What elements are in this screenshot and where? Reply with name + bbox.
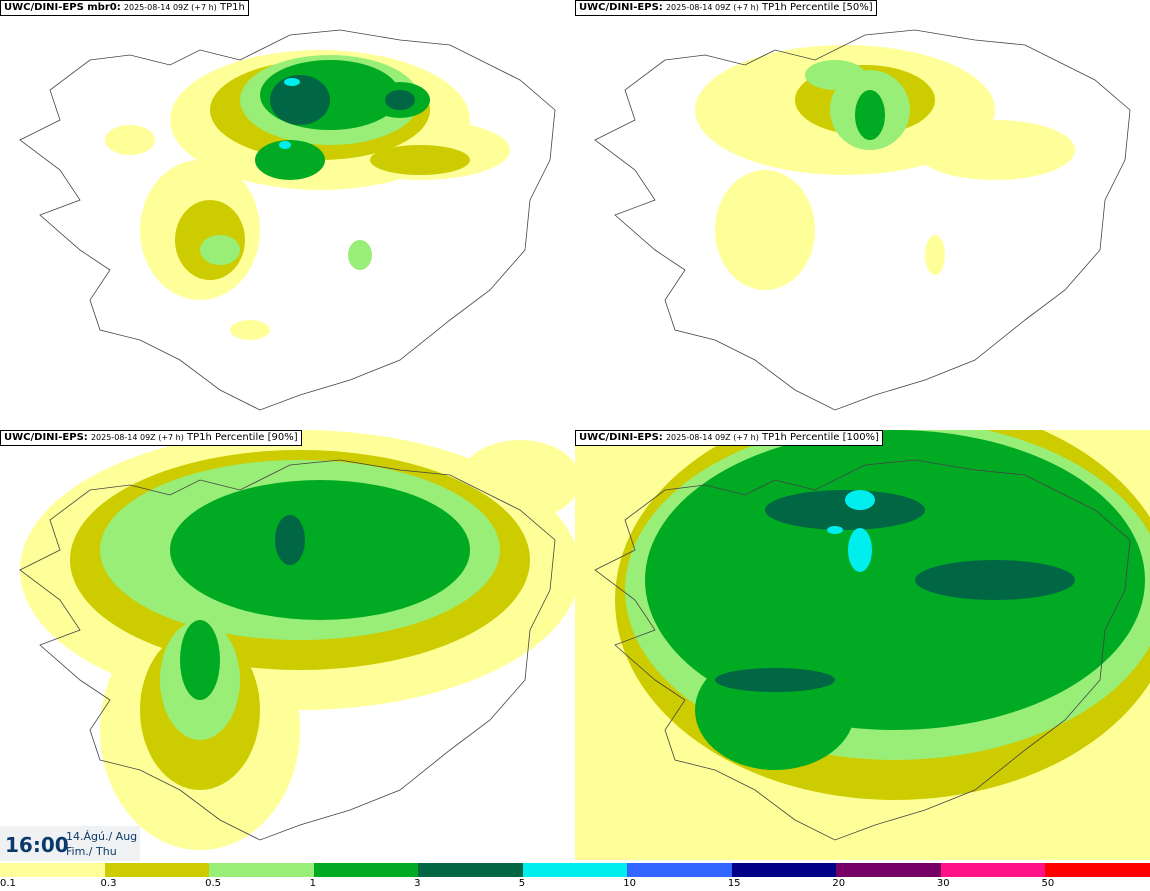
precip-legend: 0.1 0.3 0.5 1 3 5 10 15 20 30 50 — [0, 861, 1150, 891]
panel-title: UWC/DINI-EPS mbr0: 2025-08-14 09Z (+7 h)… — [0, 0, 249, 16]
valid-date: 14.Ágú./ Aug — [66, 830, 138, 843]
precip-green — [855, 90, 885, 140]
legend-swatch — [104, 863, 210, 877]
precip-cyan — [279, 78, 300, 149]
legend-swatch — [836, 863, 942, 877]
precip-green — [170, 480, 470, 700]
coastline — [594, 29, 1131, 411]
legend-label: 0.1 — [0, 878, 16, 889]
legend-swatch — [0, 863, 105, 877]
legend-label: 5 — [518, 878, 526, 889]
legend-label: 30 — [936, 878, 950, 889]
legend-swatch — [731, 863, 837, 877]
legend-swatch — [313, 863, 419, 877]
legend-swatch — [522, 863, 628, 877]
valid-day: Fim./ Thu — [66, 845, 117, 858]
panel-title: UWC/DINI-EPS: 2025-08-14 09Z (+7 h) TP1h… — [575, 430, 883, 446]
iceland-map — [594, 29, 1131, 411]
valid-time-box: 16:00 14.Ágú./ Aug Fim./ Thu — [0, 826, 140, 861]
coastline — [594, 459, 1131, 841]
panel-title: UWC/DINI-EPS: 2025-08-14 09Z (+7 h) TP1h… — [0, 430, 302, 446]
iceland-map — [19, 29, 556, 411]
map-panel-mbr0: UWC/DINI-EPS mbr0: 2025-08-14 09Z (+7 h)… — [0, 0, 575, 430]
legend-label: 1 — [309, 878, 316, 889]
precip-darkgreen — [275, 515, 305, 565]
legend-swatch — [627, 863, 733, 877]
legend-label: 3 — [414, 878, 421, 889]
legend-label: 50 — [1041, 878, 1055, 889]
coastline — [19, 29, 556, 411]
legend-label: 10 — [623, 878, 636, 889]
map-panel-p100: UWC/DINI-EPS: 2025-08-14 09Z (+7 h) TP1h… — [575, 430, 1150, 860]
legend-label: 0.3 — [100, 878, 117, 889]
legend-swatch — [940, 863, 1046, 877]
map-panel-p50: UWC/DINI-EPS: 2025-08-14 09Z (+7 h) TP1h… — [575, 0, 1150, 430]
panel-title: UWC/DINI-EPS: 2025-08-14 09Z (+7 h) TP1h… — [575, 0, 877, 16]
precip-darkgreen — [715, 490, 1075, 692]
legend-swatch — [209, 863, 315, 877]
legend-swatch — [1045, 863, 1150, 877]
iceland-map — [575, 430, 1150, 860]
legend-label: 0.5 — [205, 878, 221, 889]
iceland-map — [19, 430, 575, 850]
precip-cyan — [827, 490, 875, 572]
legend-swatch — [418, 863, 524, 877]
map-panel-p90: UWC/DINI-EPS: 2025-08-14 09Z (+7 h) TP1h… — [0, 430, 575, 860]
coastline — [19, 459, 556, 841]
legend-label: 20 — [832, 878, 846, 889]
legend-label: 15 — [727, 878, 741, 889]
precip-darkgreen — [270, 75, 415, 125]
valid-time: 16:00 — [5, 833, 69, 857]
